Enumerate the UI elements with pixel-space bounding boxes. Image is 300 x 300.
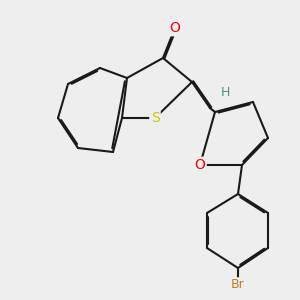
Text: H: H: [220, 85, 230, 98]
Text: O: O: [195, 158, 206, 172]
Text: Br: Br: [231, 278, 245, 292]
Text: O: O: [169, 21, 180, 35]
Text: S: S: [151, 111, 159, 125]
